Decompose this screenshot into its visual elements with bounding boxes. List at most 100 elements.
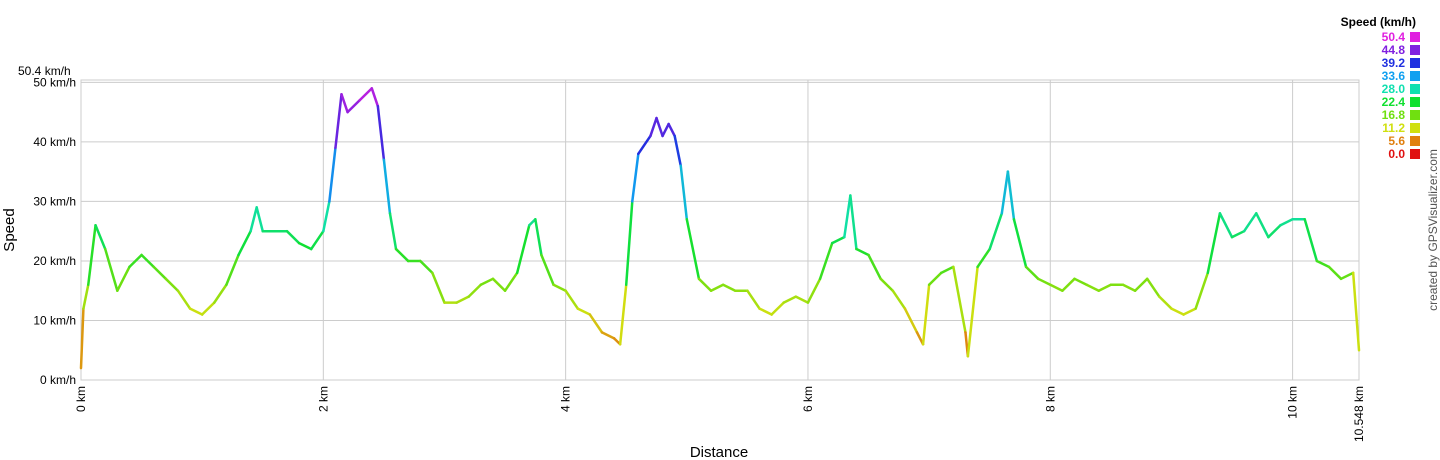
legend-entry-label: 11.2 (1382, 121, 1405, 135)
series-segment (843, 194, 852, 239)
x-tick-label: 4 km (559, 386, 573, 412)
series-segment (1049, 283, 1064, 292)
series-segment (1182, 307, 1197, 316)
series-segment (1315, 259, 1331, 269)
y-tick-label: 20 km/h (33, 254, 76, 268)
series-segment (388, 212, 398, 251)
series-segment (1012, 218, 1028, 269)
credit-text: created by GPSVisualizer.com (1426, 149, 1440, 311)
series-segment (618, 283, 628, 346)
series-segment (164, 277, 180, 292)
series-segment (346, 98, 361, 114)
series-segment (637, 134, 652, 156)
series-segment (213, 283, 228, 304)
series-segment (588, 313, 604, 334)
series-segment (770, 301, 785, 316)
series-segment (746, 289, 761, 310)
series-segment (225, 253, 240, 287)
series-segment (818, 241, 834, 281)
series-segment (679, 164, 689, 221)
y-axis-ticks: 0 km/h 10 km/h 20 km/h 30 km/h 40 km/h 50 km/… (33, 75, 76, 387)
series-segment (600, 331, 616, 340)
legend-swatch (1410, 32, 1420, 42)
legend-entry-label: 0.0 (1388, 147, 1405, 161)
series-segment (328, 146, 337, 203)
series-segment (624, 200, 634, 287)
series-segment (116, 265, 131, 292)
legend-entry-label: 5.6 (1388, 134, 1405, 148)
series-segment (806, 277, 822, 304)
series-segment (467, 283, 483, 298)
series-segment (1006, 170, 1016, 221)
series-segment (431, 271, 446, 304)
series-segment (455, 295, 470, 304)
series-segment (782, 295, 798, 304)
legend-entry-label: 22.4 (1382, 95, 1406, 109)
series-segment (1121, 283, 1137, 292)
series-segment (1206, 212, 1222, 275)
series-segment (966, 265, 979, 358)
series-segment (1279, 218, 1294, 227)
x-tick-label: 0 km (74, 386, 88, 412)
series-segment (1218, 212, 1234, 239)
series-segment (237, 229, 252, 257)
y-tick-label: 0 km/h (40, 373, 76, 387)
series-segment (285, 229, 301, 245)
series-segment (1255, 212, 1270, 239)
series-segment (340, 93, 349, 114)
series-segment (697, 277, 713, 292)
grid-lines (80, 79, 1360, 381)
series-segment (255, 206, 264, 233)
series-segment (709, 283, 725, 292)
series-segment (200, 301, 216, 316)
series-segment (758, 307, 773, 316)
series-segment (1133, 277, 1149, 292)
series-segment (649, 116, 658, 138)
y-max-label: 50.4 km/h (18, 64, 71, 78)
series-segment (479, 277, 495, 287)
series-segment (1000, 170, 1010, 215)
series-segment (534, 218, 543, 257)
series-segment (849, 194, 858, 251)
series-segment (830, 235, 846, 245)
series-segment (939, 265, 955, 275)
series-segment (176, 289, 192, 310)
x-tick-label: 8 km (1043, 386, 1057, 412)
legend-swatch (1410, 136, 1420, 146)
series-segment (394, 247, 410, 263)
series-segment (855, 247, 870, 257)
series-segment (952, 265, 967, 334)
series-segment (515, 223, 531, 275)
legend-swatch (1410, 45, 1420, 55)
legend-title: Speed (km/h) (1341, 15, 1416, 29)
legend-entry-label: 16.8 (1382, 108, 1406, 122)
series-segment (1267, 223, 1282, 239)
series-segment (418, 259, 434, 275)
series-segment (1097, 283, 1113, 292)
series-segment (1170, 307, 1185, 316)
x-tick-label: 10 km (1286, 386, 1300, 419)
series-segment (152, 265, 168, 281)
series-segment (1230, 229, 1246, 239)
series-segment (491, 277, 507, 292)
series-segment (976, 247, 991, 269)
series-segment (988, 212, 1004, 251)
series-segment (576, 307, 592, 316)
series-segment (1327, 265, 1343, 281)
y-tick-label: 30 km/h (33, 194, 76, 208)
series-segment (794, 295, 810, 304)
series-segment (103, 247, 119, 292)
series-segment (673, 134, 682, 167)
x-tick-label: 10.548 km (1352, 386, 1366, 442)
series-segment (867, 253, 882, 281)
legend-swatch (1410, 97, 1420, 107)
legend: 50.444.839.233.628.022.416.811.25.60.0 (1382, 30, 1420, 161)
series-segment (322, 200, 331, 233)
series-segment (1351, 271, 1361, 352)
x-tick-label: 2 km (316, 386, 330, 412)
series-segment (879, 277, 895, 292)
series-segment (382, 158, 392, 215)
legend-entry-label: 44.8 (1382, 43, 1406, 57)
series-segment (721, 283, 737, 292)
series-segment (1145, 277, 1161, 298)
